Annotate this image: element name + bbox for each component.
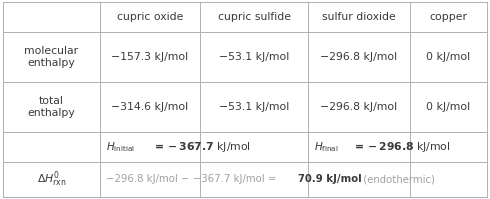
Text: (endothermic): (endothermic)	[360, 175, 435, 184]
Text: 0 kJ/mol: 0 kJ/mol	[426, 52, 470, 62]
Text: −157.3 kJ/mol: −157.3 kJ/mol	[111, 52, 189, 62]
Text: cupric oxide: cupric oxide	[117, 12, 183, 22]
Text: molecular
enthalpy: molecular enthalpy	[24, 46, 78, 68]
Text: $\mathbf{= -367.7}$ kJ/mol: $\mathbf{= -367.7}$ kJ/mol	[152, 140, 251, 154]
Text: cupric sulfide: cupric sulfide	[218, 12, 291, 22]
Text: −296.8 kJ/mol: −296.8 kJ/mol	[320, 102, 397, 112]
Text: 0 kJ/mol: 0 kJ/mol	[426, 102, 470, 112]
Text: $H_{\rm initial}$: $H_{\rm initial}$	[106, 140, 135, 154]
Text: −53.1 kJ/mol: −53.1 kJ/mol	[219, 52, 289, 62]
Text: −296.8 kJ/mol: −296.8 kJ/mol	[320, 52, 397, 62]
Text: $H_{\rm final}$: $H_{\rm final}$	[314, 140, 339, 154]
Text: 70.9 kJ/mol: 70.9 kJ/mol	[298, 175, 362, 184]
Text: sulfur dioxide: sulfur dioxide	[322, 12, 396, 22]
Text: total
enthalpy: total enthalpy	[27, 96, 75, 118]
Text: $\Delta H^0_{\rm rxn}$: $\Delta H^0_{\rm rxn}$	[37, 170, 66, 189]
Text: −53.1 kJ/mol: −53.1 kJ/mol	[219, 102, 289, 112]
Text: copper: copper	[430, 12, 467, 22]
Text: −314.6 kJ/mol: −314.6 kJ/mol	[111, 102, 189, 112]
Text: −296.8 kJ/mol − −367.7 kJ/mol =: −296.8 kJ/mol − −367.7 kJ/mol =	[106, 175, 280, 184]
Text: $\mathbf{= -296.8}$ kJ/mol: $\mathbf{= -296.8}$ kJ/mol	[352, 140, 450, 154]
